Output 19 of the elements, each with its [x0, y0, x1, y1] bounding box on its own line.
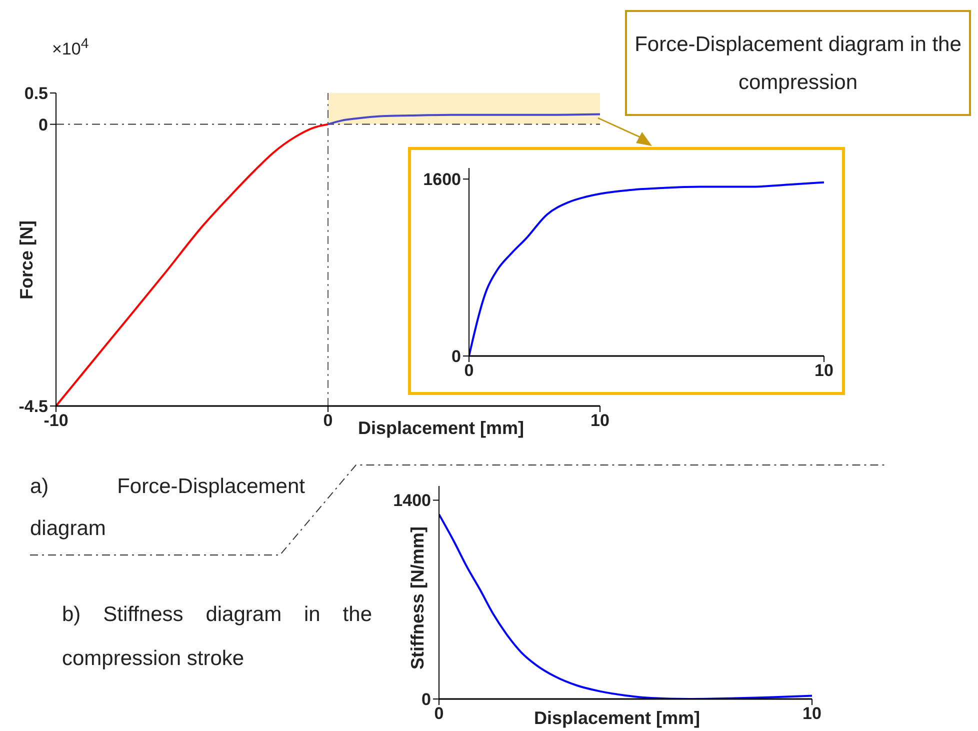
- y-tick-label: 0: [38, 115, 48, 134]
- y-axis-title: Stiffness [N/mm]: [408, 526, 428, 670]
- text: a) Force-Displacement diagram: [30, 474, 305, 542]
- x-tick-label: 10: [590, 411, 610, 430]
- text: ×10$^{4}$: [52, 36, 89, 60]
- x-axis-title: Displacement [mm]: [358, 418, 524, 439]
- x-tick-label: 10: [814, 361, 834, 380]
- chart-title: Force-Displacement diagram in the compression: [625, 10, 971, 116]
- y-tick-label: 1600: [423, 170, 461, 190]
- y-tick-label: 1400: [393, 491, 431, 510]
- line-series: [56, 123, 329, 406]
- y-tick-label: 0.5: [24, 84, 48, 104]
- x-tick-label: 10: [802, 704, 822, 724]
- y-tick-label: 0: [422, 690, 431, 710]
- text: b) Stiffness diagram in the compression stroke: [62, 602, 372, 672]
- y-axis-title: Force [N]: [16, 220, 38, 300]
- line-series: [327, 113, 600, 126]
- x-tick-label: 0: [323, 411, 333, 430]
- x-axis-title: Displacement [mm]: [534, 708, 700, 729]
